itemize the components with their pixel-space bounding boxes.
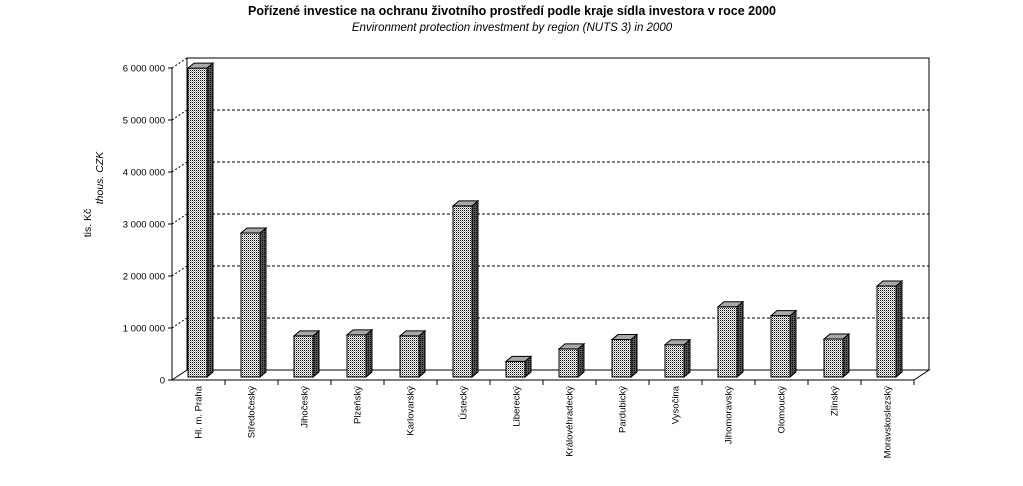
x-tick-label: Pardubický bbox=[618, 386, 629, 433]
bar-side bbox=[842, 332, 850, 379]
bar bbox=[611, 339, 632, 378]
bar bbox=[240, 232, 261, 378]
y-axis-label: tis. Kč bbox=[82, 209, 94, 238]
bar bbox=[876, 285, 897, 378]
x-tick-label: Vysočina bbox=[671, 385, 682, 424]
y-tick-label: 4 000 000 bbox=[123, 168, 165, 179]
bar bbox=[664, 344, 685, 378]
bar-side bbox=[312, 329, 320, 379]
y-tick-label: 0 bbox=[160, 376, 165, 387]
x-tick-label: Jihočeský bbox=[300, 386, 311, 428]
bar-side bbox=[259, 226, 267, 379]
bar-side bbox=[471, 199, 479, 379]
bar bbox=[187, 67, 208, 378]
bar bbox=[770, 315, 791, 378]
y-tick-label: 3 000 000 bbox=[123, 220, 165, 231]
gridline-side bbox=[171, 161, 188, 173]
chart-subtitle: Environment protection investment by reg… bbox=[352, 22, 673, 34]
x-tick-label: Karlovarský bbox=[406, 386, 417, 436]
x-tick-label: Ústecký bbox=[459, 386, 470, 420]
bar-side bbox=[630, 333, 638, 379]
bar-top bbox=[451, 200, 480, 207]
x-tick-label: Olomoucký bbox=[777, 386, 788, 434]
bar bbox=[558, 348, 579, 378]
bar-top bbox=[504, 355, 533, 362]
bar-side bbox=[418, 329, 426, 379]
y-tick-label: 1 000 000 bbox=[123, 324, 165, 335]
bar-side bbox=[895, 279, 903, 379]
bar-top bbox=[822, 333, 851, 340]
gridline-side bbox=[171, 57, 188, 69]
x-tick-label: Královéhradecký bbox=[565, 386, 576, 457]
bar-side bbox=[206, 62, 214, 379]
x-tick-label: Jihomoravský bbox=[724, 386, 735, 444]
bar-top bbox=[186, 62, 215, 69]
x-tick-label: Liberecký bbox=[512, 386, 523, 427]
bar bbox=[505, 360, 526, 378]
chart-title: Pořízené investice na ochranu životního … bbox=[248, 4, 776, 18]
bar-top bbox=[610, 334, 639, 341]
y-tick-label: 2 000 000 bbox=[123, 272, 165, 283]
bar-side bbox=[736, 300, 744, 379]
x-tick-label: Středočeský bbox=[247, 386, 258, 439]
gridline-side bbox=[171, 213, 188, 225]
bar bbox=[293, 335, 314, 378]
x-tick-label: Moravskoslezský bbox=[883, 386, 894, 459]
bar-top bbox=[875, 280, 904, 287]
bar-side bbox=[577, 342, 585, 379]
bar-top bbox=[663, 339, 692, 346]
bar-top bbox=[398, 330, 427, 337]
bar bbox=[399, 335, 420, 378]
y-tick-label: 5 000 000 bbox=[123, 116, 165, 127]
bar-top bbox=[239, 227, 268, 234]
bar-top bbox=[345, 329, 374, 336]
bar bbox=[346, 334, 367, 378]
plot-floor bbox=[170, 369, 931, 381]
bar bbox=[823, 338, 844, 378]
gridline-side bbox=[171, 317, 188, 329]
bar-top bbox=[557, 343, 586, 350]
x-tick-label: Hl. m. Praha bbox=[194, 385, 205, 439]
bar bbox=[717, 306, 738, 378]
y-tick-label: 6 000 000 bbox=[123, 64, 165, 75]
x-tick-label: Zlínský bbox=[830, 386, 841, 416]
gridline-side bbox=[171, 265, 188, 277]
gridline-side bbox=[171, 109, 188, 121]
bar bbox=[452, 205, 473, 378]
bar-side bbox=[789, 309, 797, 379]
x-tick-label: Plzeňský bbox=[353, 386, 364, 424]
bar-side bbox=[683, 338, 691, 379]
bar-side bbox=[365, 328, 373, 379]
y-axis-label-en: thous. CZK bbox=[94, 151, 106, 205]
bar-top bbox=[716, 301, 745, 308]
bar-top bbox=[769, 310, 798, 317]
bar-top bbox=[292, 330, 321, 337]
